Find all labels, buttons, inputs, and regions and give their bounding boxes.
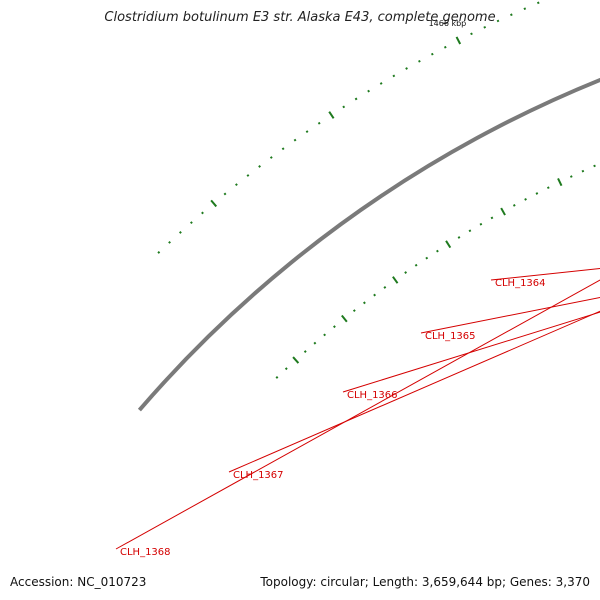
inner-tick <box>468 229 472 233</box>
kbp-minor-tick <box>269 156 273 159</box>
gene-leader-line <box>490 268 600 281</box>
kbp-minor-tick <box>354 97 358 101</box>
inner-tick <box>490 216 494 220</box>
kbp-label: 1466 kbp <box>429 19 467 28</box>
genome-backbone <box>137 77 600 412</box>
genome-summary-text: Topology: circular; Length: 3,659,644 bp… <box>260 575 590 589</box>
kbp-minor-tick <box>168 240 171 244</box>
gene-leader-line <box>115 279 600 550</box>
kbp-minor-tick <box>523 7 527 11</box>
kbp-minor-tick <box>246 174 250 177</box>
inner-tick <box>383 286 387 289</box>
kbp-minor-tick <box>418 59 421 63</box>
kbp-minor-tick <box>430 52 434 56</box>
inner-tick <box>557 178 563 187</box>
kbp-minor-tick <box>235 183 238 187</box>
inner-tick <box>546 186 550 190</box>
kbp-minor-tick <box>510 13 513 17</box>
inner-tick <box>275 376 279 379</box>
kbp-minor-tick <box>317 121 321 125</box>
inner-tick <box>535 192 539 195</box>
gene-leader-line <box>342 311 600 393</box>
inner-tick <box>581 169 585 173</box>
inner-tick <box>303 350 307 353</box>
genome-title: Clostridium botulinum E3 str. Alaska E43… <box>104 10 496 25</box>
inner-tick <box>479 222 483 226</box>
gene-label: CLH_1367 <box>233 470 284 481</box>
kbp-major-tick <box>455 36 462 45</box>
kbp-minor-tick <box>496 19 500 23</box>
inner-tick <box>363 301 366 305</box>
kbp-minor-tick <box>293 138 297 142</box>
gene-leader-line <box>228 310 600 473</box>
inner-tick <box>341 314 348 323</box>
inner-tick <box>512 204 516 207</box>
kbp-minor-tick <box>157 251 161 254</box>
kbp-major-tick <box>210 199 218 208</box>
inner-tick <box>524 198 527 201</box>
kbp-minor-tick <box>201 211 204 215</box>
inner-tick <box>569 175 573 178</box>
inner-tick <box>404 271 408 274</box>
inner-tick <box>373 293 376 297</box>
kbp-major-tick <box>328 111 335 119</box>
inner-tick <box>457 236 461 239</box>
kbp-minor-tick <box>536 1 540 5</box>
kbp-minor-tick <box>392 74 396 78</box>
gene-label: CLH_1368 <box>120 547 171 558</box>
kbp-minor-tick <box>367 89 370 93</box>
gene-label: CLH_1364 <box>495 278 546 289</box>
kbp-minor-tick <box>223 192 227 196</box>
inner-tick <box>352 309 356 313</box>
inner-tick <box>445 240 452 249</box>
inner-tick <box>323 333 327 337</box>
inner-tick <box>313 341 317 345</box>
inner-tick <box>392 276 399 284</box>
gene-label: CLH_1366 <box>347 390 398 401</box>
kbp-minor-tick <box>281 147 285 151</box>
accession-text: Accession: NC_010723 <box>10 575 147 589</box>
kbp-minor-tick <box>405 67 408 70</box>
gene-label: CLH_1365 <box>425 331 476 342</box>
kbp-minor-tick <box>342 105 346 109</box>
inner-tick <box>284 367 288 371</box>
kbp-minor-tick <box>179 231 182 234</box>
kbp-minor-tick <box>189 221 193 225</box>
kbp-minor-tick <box>470 32 473 36</box>
kbp-minor-tick <box>443 45 447 49</box>
kbp-minor-tick <box>305 130 309 133</box>
inner-tick <box>333 325 336 329</box>
inner-tick <box>292 356 300 364</box>
inner-tick <box>436 249 439 253</box>
kbp-minor-tick <box>483 25 487 29</box>
inner-tick <box>425 256 429 260</box>
inner-tick <box>414 263 418 267</box>
inner-tick <box>500 207 506 216</box>
kbp-minor-tick <box>379 82 383 85</box>
inner-tick <box>593 164 596 168</box>
kbp-minor-tick <box>258 165 261 168</box>
gene-leader-line <box>420 296 600 334</box>
